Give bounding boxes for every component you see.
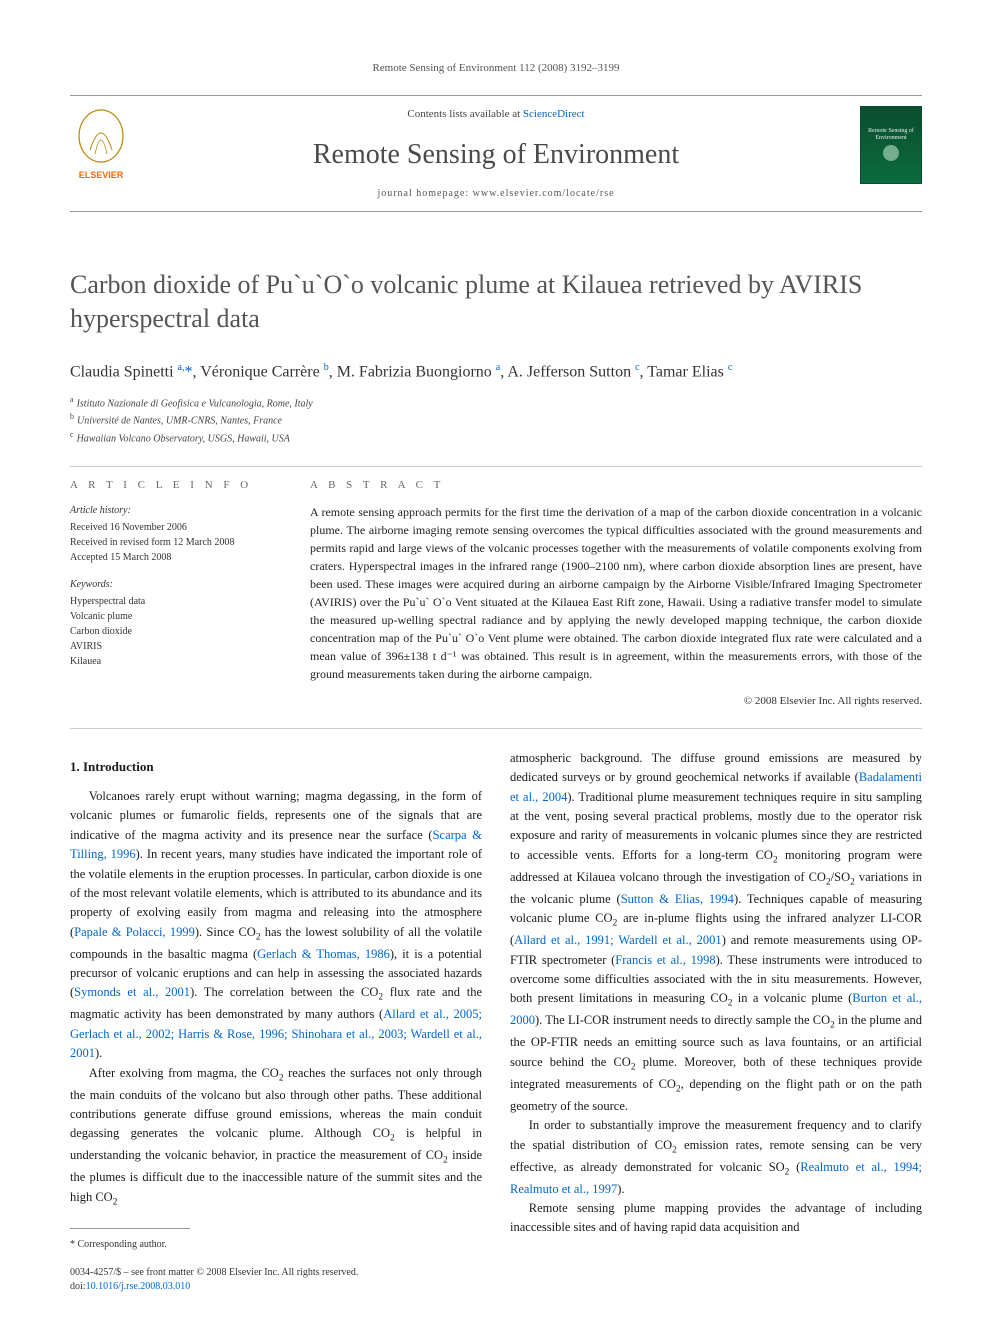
abstract: A B S T R A C T A remote sensing approac… (310, 477, 922, 710)
col2-para-1: atmospheric background. The diffuse grou… (510, 749, 922, 1116)
article-info: A R T I C L E I N F O Article history: R… (70, 477, 280, 710)
col2-para-3: Remote sensing plume mapping provides th… (510, 1199, 922, 1238)
section-1-para-1: Volcanoes rarely erupt without warning; … (70, 787, 482, 1064)
journal-title: Remote Sensing of Environment (150, 134, 842, 176)
journal-homepage: journal homepage: www.elsevier.com/locat… (150, 186, 842, 201)
doi-link[interactable]: 10.1016/j.rse.2008.03.010 (86, 1281, 191, 1292)
keywords-label: Keywords: (70, 577, 280, 592)
authors: Claudia Spinetti a,*, Véronique Carrère … (70, 360, 922, 384)
body-column-right: atmospheric background. The diffuse grou… (510, 749, 922, 1294)
journal-cover-text: Remote Sensing of Environment (861, 126, 921, 143)
front-matter-footer: 0034-4257/$ – see front matter © 2008 El… (70, 1266, 482, 1294)
frontmatter-rule (70, 1228, 190, 1229)
article-history-label: Article history: (70, 503, 280, 518)
accepted-date: Accepted 15 March 2008 (70, 550, 280, 565)
copyright: © 2008 Elsevier Inc. All rights reserved… (310, 693, 922, 710)
elsevier-logo: ELSEVIER (70, 106, 132, 184)
body-column-left: 1. Introduction Volcanoes rarely erupt w… (70, 749, 482, 1294)
info-rule-top (70, 466, 922, 467)
corresponding-note: * Corresponding author. (70, 1237, 482, 1253)
article-info-heading: A R T I C L E I N F O (70, 477, 280, 494)
keywords: Hyperspectral dataVolcanic plumeCarbon d… (70, 594, 280, 669)
section-1-para-2: After exolving from magma, the CO2 reach… (70, 1064, 482, 1210)
journal-cover-thumbnail: Remote Sensing of Environment (860, 106, 922, 184)
contents-prefix: Contents lists available at (407, 108, 522, 120)
masthead: ELSEVIER Contents lists available at Sci… (70, 96, 922, 213)
col2-para-2: In order to substantially improve the me… (510, 1116, 922, 1199)
section-1-heading: 1. Introduction (70, 757, 482, 777)
doi-prefix: doi: (70, 1281, 86, 1292)
info-rule-bottom (70, 728, 922, 729)
keyword: Kilauea (70, 654, 280, 669)
homepage-url: www.elsevier.com/locate/rse (473, 188, 615, 199)
keyword: Hyperspectral data (70, 594, 280, 609)
article-title: Carbon dioxide of Pu`u`O`o volcanic plum… (70, 268, 922, 336)
keyword: AVIRIS (70, 639, 280, 654)
contents-line: Contents lists available at ScienceDirec… (150, 106, 842, 123)
keyword: Carbon dioxide (70, 624, 280, 639)
revised-date: Received in revised form 12 March 2008 (70, 535, 280, 550)
affiliations: aIstituto Nazionale di Geofisica e Vulca… (70, 394, 922, 446)
abstract-heading: A B S T R A C T (310, 477, 922, 494)
svg-text:ELSEVIER: ELSEVIER (79, 170, 124, 180)
keyword: Volcanic plume (70, 609, 280, 624)
received-date: Received 16 November 2006 (70, 520, 280, 535)
sciencedirect-link[interactable]: ScienceDirect (523, 108, 585, 120)
abstract-text: A remote sensing approach permits for th… (310, 503, 922, 683)
homepage-prefix: journal homepage: (377, 188, 472, 199)
issn-line: 0034-4257/$ – see front matter © 2008 El… (70, 1266, 482, 1280)
masthead-center: Contents lists available at ScienceDirec… (150, 106, 842, 202)
running-header: Remote Sensing of Environment 112 (2008)… (70, 60, 922, 77)
